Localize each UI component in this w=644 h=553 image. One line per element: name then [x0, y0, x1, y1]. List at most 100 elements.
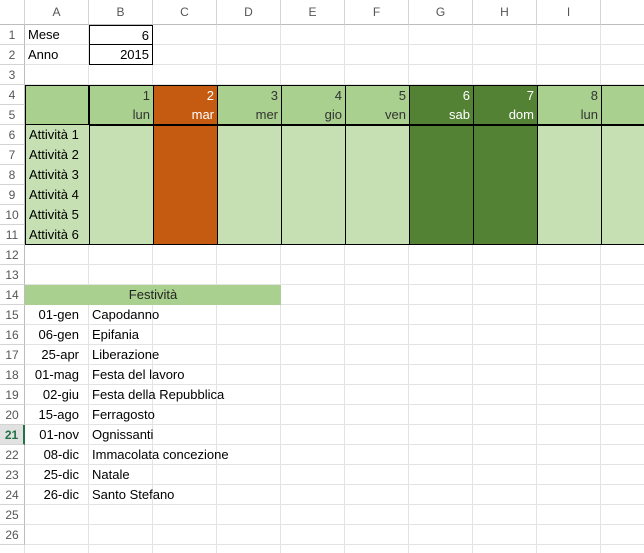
row-header[interactable]: 14: [0, 285, 25, 305]
holiday-date[interactable]: 15-ago: [38, 407, 79, 422]
row-header[interactable]: 5: [0, 105, 25, 125]
day-number-cell[interactable]: 6: [409, 85, 473, 105]
row-header[interactable]: 8: [0, 165, 25, 185]
row-header[interactable]: 7: [0, 145, 25, 165]
day-name-cell[interactable]: lun: [89, 105, 153, 125]
holiday-name[interactable]: Natale: [92, 467, 130, 482]
column-header[interactable]: C: [153, 0, 217, 25]
day-name-cell[interactable]: mar: [153, 105, 217, 125]
day-activity-cells[interactable]: [89, 125, 153, 245]
column-header[interactable]: F: [345, 0, 409, 25]
holiday-date[interactable]: 01-mag: [34, 367, 79, 382]
anno-value[interactable]: 2015: [89, 45, 153, 65]
holiday-date[interactable]: 02-giu: [42, 387, 79, 402]
activity-label[interactable]: Attività 5: [25, 205, 89, 225]
mese-label[interactable]: Mese: [28, 27, 60, 42]
row-header[interactable]: 25: [0, 505, 25, 525]
holiday-name[interactable]: Festa della Repubblica: [92, 387, 225, 402]
holiday-name[interactable]: Immacolata concezione: [92, 447, 229, 462]
row-header[interactable]: 21: [0, 425, 25, 445]
holiday-date[interactable]: 25-apr: [41, 347, 79, 362]
day-name-cell[interactable]: dom: [473, 105, 537, 125]
holiday-date[interactable]: 01-gen: [38, 307, 79, 322]
holiday-name[interactable]: Santo Stefano: [92, 487, 175, 502]
column-header[interactable]: I: [537, 0, 601, 25]
holiday-name[interactable]: Festa del lavoro: [92, 367, 185, 382]
row-header[interactable]: 6: [0, 125, 25, 145]
row-header[interactable]: 19: [0, 385, 25, 405]
row-header[interactable]: 1: [0, 25, 25, 45]
column-header[interactable]: B: [89, 0, 153, 25]
day-activity-cells[interactable]: [537, 125, 601, 245]
column-header[interactable]: D: [217, 0, 281, 25]
day-activity-cells[interactable]: [473, 125, 537, 245]
gridline-horizontal: [25, 424, 644, 425]
holiday-date[interactable]: 25-dic: [43, 467, 79, 482]
day-name-cell[interactable]: gio: [281, 105, 345, 125]
row-header[interactable]: 18: [0, 365, 25, 385]
holiday-date[interactable]: 08-dic: [43, 447, 79, 462]
holiday-name[interactable]: Liberazione: [92, 347, 160, 362]
day-number-cell[interactable]: 7: [473, 85, 537, 105]
holiday-name[interactable]: Ognissanti: [92, 427, 154, 442]
day-number-cell[interactable]: [601, 85, 644, 105]
day-name-cell[interactable]: m: [601, 105, 644, 125]
gridline-horizontal: [25, 324, 644, 325]
anno-label[interactable]: Anno: [28, 47, 59, 62]
day-activity-cells[interactable]: [601, 125, 644, 245]
row-header[interactable]: 24: [0, 485, 25, 505]
day-number-cell[interactable]: 5: [345, 85, 409, 105]
day-name-cell[interactable]: lun: [537, 105, 601, 125]
column-header[interactable]: H: [473, 0, 537, 25]
day-activity-cells[interactable]: [409, 125, 473, 245]
day-activity-cells[interactable]: [217, 125, 281, 245]
day-name-cell[interactable]: mer: [217, 105, 281, 125]
calendar-corner-cell[interactable]: [25, 85, 89, 125]
row-header[interactable]: 4: [0, 85, 25, 105]
row-header[interactable]: 3: [0, 65, 25, 85]
column-header[interactable]: [601, 0, 644, 25]
row-header[interactable]: 16: [0, 325, 25, 345]
day-number-cell[interactable]: 1: [89, 85, 153, 105]
row-header[interactable]: 26: [0, 525, 25, 545]
holiday-name[interactable]: Capodanno: [92, 307, 160, 322]
activity-label[interactable]: Attività 1: [25, 125, 89, 145]
row-header[interactable]: 22: [0, 445, 25, 465]
column-header[interactable]: A: [25, 0, 89, 25]
holiday-date[interactable]: 01-nov: [39, 427, 79, 442]
holiday-date[interactable]: 26-dic: [43, 487, 79, 502]
row-header[interactable]: 10: [0, 205, 25, 225]
gridline-horizontal: [25, 64, 644, 65]
day-activity-cells[interactable]: [153, 125, 217, 245]
holiday-name[interactable]: Epifania: [92, 327, 139, 342]
holidays-title[interactable]: Festività: [25, 285, 281, 305]
holiday-name[interactable]: Ferragosto: [92, 407, 155, 422]
day-activity-cells[interactable]: [345, 125, 409, 245]
holiday-date[interactable]: 06-gen: [38, 327, 79, 342]
activity-label[interactable]: Attività 6: [25, 225, 89, 245]
column-header[interactable]: G: [409, 0, 473, 25]
day-activity-cells[interactable]: [281, 125, 345, 245]
day-number-cell[interactable]: 4: [281, 85, 345, 105]
row-header[interactable]: 2: [0, 45, 25, 65]
activity-label[interactable]: Attività 3: [25, 165, 89, 185]
row-header[interactable]: 23: [0, 465, 25, 485]
row-header[interactable]: 15: [0, 305, 25, 325]
day-name-cell[interactable]: ven: [345, 105, 409, 125]
column-header[interactable]: E: [281, 0, 345, 25]
row-header[interactable]: 20: [0, 405, 25, 425]
row-header[interactable]: 12: [0, 245, 25, 265]
day-number-cell[interactable]: 2: [153, 85, 217, 105]
row-header[interactable]: 17: [0, 345, 25, 365]
day-number-cell[interactable]: 8: [537, 85, 601, 105]
activity-label[interactable]: Attività 2: [25, 145, 89, 165]
day-name-cell[interactable]: sab: [409, 105, 473, 125]
row-header[interactable]: 9: [0, 185, 25, 205]
row-header[interactable]: 11: [0, 225, 25, 245]
day-number-cell[interactable]: 3: [217, 85, 281, 105]
activity-label[interactable]: Attività 4: [25, 185, 89, 205]
select-all-corner[interactable]: [0, 0, 25, 25]
row-header[interactable]: 13: [0, 265, 25, 285]
mese-value[interactable]: 6: [89, 25, 153, 45]
